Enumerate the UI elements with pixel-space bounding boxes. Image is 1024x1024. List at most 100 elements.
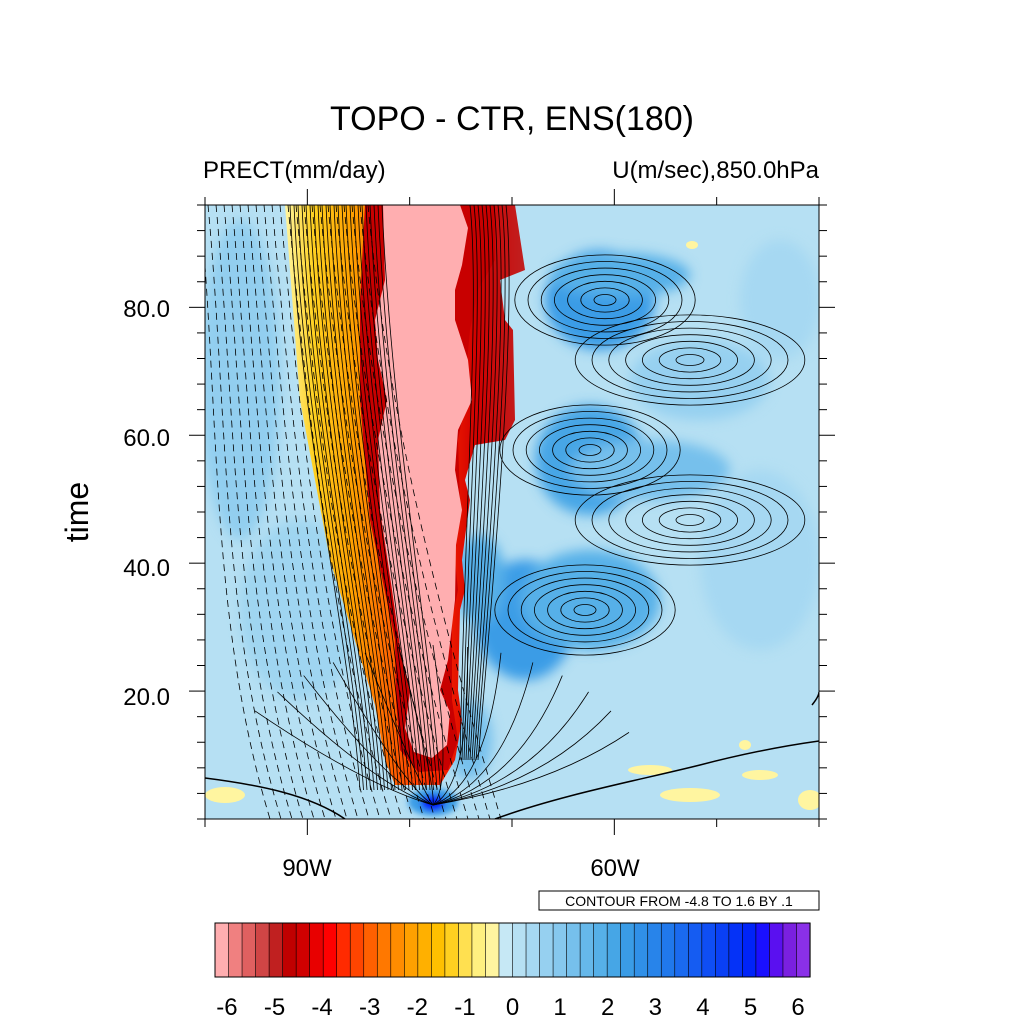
contour-line xyxy=(377,205,438,791)
contour-line xyxy=(539,424,642,476)
axis-ticks xyxy=(189,189,835,835)
contour-line xyxy=(608,487,772,553)
contour-line xyxy=(465,205,486,761)
contour-line xyxy=(461,205,478,761)
zero-contour xyxy=(494,740,819,819)
colorbar-label: 2 xyxy=(601,994,614,1021)
colorbar-swatch xyxy=(322,922,338,978)
x-tick-labels: 90W 60W xyxy=(282,855,640,882)
left-subtitle: PRECT(mm/day) xyxy=(203,157,386,184)
contour-line xyxy=(573,604,597,616)
colorbar-swatch xyxy=(336,922,351,978)
contour-line xyxy=(494,564,676,656)
colorbar-swatch xyxy=(417,922,432,978)
contour-line xyxy=(473,205,502,761)
colorbar-swatch xyxy=(593,922,608,978)
contour-info-box xyxy=(538,890,820,911)
colorbar-swatch xyxy=(295,922,311,978)
contour-line xyxy=(608,327,772,393)
contour-line xyxy=(552,430,628,470)
contour-line xyxy=(432,732,630,806)
contour-line xyxy=(305,205,375,791)
zero-contour xyxy=(205,777,346,819)
contour-line xyxy=(321,205,389,791)
colorbar-label: 6 xyxy=(791,994,804,1021)
colorbar-swatch xyxy=(606,922,622,978)
colorbar-swatch xyxy=(444,922,460,978)
contour-line xyxy=(289,205,361,791)
contour-line xyxy=(263,205,359,819)
contour-line xyxy=(658,507,722,533)
contour-line xyxy=(319,205,436,819)
colorbar-swatch xyxy=(376,922,392,978)
colorbar-swatch xyxy=(512,922,527,978)
contour-line xyxy=(329,205,396,791)
contour-line xyxy=(255,205,348,819)
contour-line xyxy=(534,584,637,636)
contour-line xyxy=(432,691,589,806)
colorbar-swatch xyxy=(404,922,419,978)
contour-line xyxy=(578,444,602,456)
contour-line xyxy=(287,205,392,819)
colorbar-label: -3 xyxy=(359,994,380,1021)
contour-line xyxy=(675,354,705,366)
contour-line xyxy=(432,644,444,806)
contour-line xyxy=(477,205,510,761)
contour-line xyxy=(369,205,431,791)
contour-line xyxy=(520,577,650,643)
contour-line xyxy=(580,287,630,313)
colorbar-swatch xyxy=(742,922,757,978)
contour-line xyxy=(271,205,370,819)
contour-line xyxy=(514,254,696,346)
contour-line xyxy=(593,294,617,306)
contour-line xyxy=(567,280,643,320)
contour-line xyxy=(295,205,403,819)
contour-line xyxy=(301,205,371,791)
contour-line xyxy=(469,205,494,761)
contour-line xyxy=(675,514,705,526)
contour-line xyxy=(345,205,410,791)
x-tick-label: 90W xyxy=(282,855,332,882)
colorbar-swatch xyxy=(349,922,365,978)
colorbar-label: 1 xyxy=(553,994,566,1021)
contour-line xyxy=(309,205,378,791)
colorbar-label: -2 xyxy=(407,994,428,1021)
contour-line xyxy=(398,646,434,806)
colorbar-swatch xyxy=(498,922,514,978)
colorbar-swatch xyxy=(363,922,378,978)
contour-line xyxy=(642,340,739,380)
colorbar-swatch xyxy=(687,922,703,978)
colorbar-label: 5 xyxy=(744,994,757,1021)
field-blue-patches xyxy=(205,220,819,780)
colorbar-swatch xyxy=(255,922,270,978)
colorbar-label: 4 xyxy=(696,994,709,1021)
contour-line xyxy=(642,500,739,540)
contour-line xyxy=(313,205,382,791)
colorbar-swatch xyxy=(633,922,649,978)
contour-line xyxy=(327,205,447,819)
colorbar-label: -1 xyxy=(454,994,475,1021)
contour-line xyxy=(381,205,441,791)
colorbar-swatch xyxy=(309,922,324,978)
contour-line xyxy=(341,205,406,791)
contour-line xyxy=(463,205,482,761)
colorbar-swatch xyxy=(620,922,635,978)
contour-line xyxy=(475,205,506,761)
contour-line xyxy=(373,205,434,791)
contour-line xyxy=(337,205,403,791)
contour-line xyxy=(574,314,806,406)
y-tick-labels: 20.0 40.0 60.0 80.0 xyxy=(123,296,170,711)
colorbar-swatch xyxy=(228,922,243,978)
contour-line xyxy=(365,205,427,791)
colorbar-swatch xyxy=(485,922,500,978)
colorbar-swatch xyxy=(552,922,568,978)
contour-line xyxy=(293,205,364,791)
colorbar-swatch xyxy=(390,922,405,978)
field-yellow-patches xyxy=(205,241,819,810)
colorbar-swatch xyxy=(579,922,595,978)
colorbar-swatch xyxy=(566,922,581,978)
y-tick-label: 60.0 xyxy=(123,425,170,452)
contour-line xyxy=(333,205,399,791)
x-tick-label: 60W xyxy=(590,855,640,882)
